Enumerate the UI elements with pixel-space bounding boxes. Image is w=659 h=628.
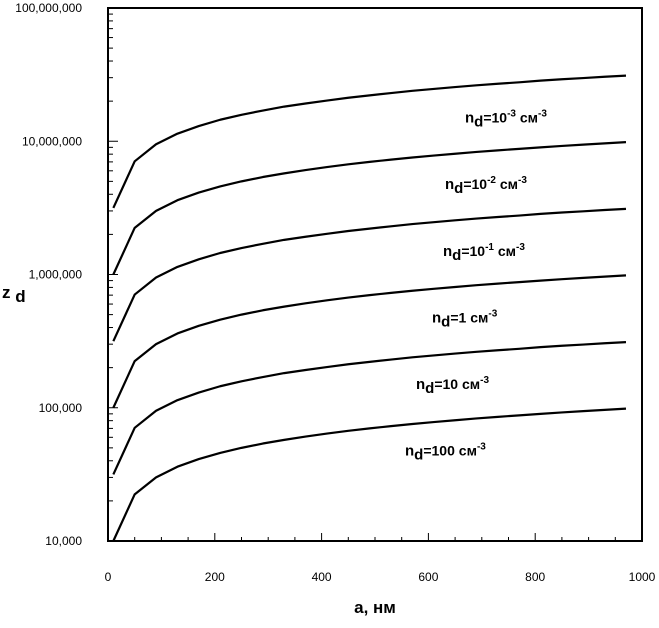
- series-line-1: [112, 74, 627, 209]
- series-line-6: [112, 407, 627, 542]
- series-line-4: [112, 274, 627, 409]
- y-axis-title: z d: [2, 283, 26, 306]
- series-label-1: nd=10-3 см-3: [465, 109, 547, 131]
- series-line-5: [112, 340, 627, 475]
- series-line-2: [112, 141, 627, 275]
- x-tick-label: 1000: [629, 570, 656, 584]
- series-label-3: nd=10-1 см-3: [443, 242, 525, 264]
- y-tick-label: 10,000,000: [22, 134, 82, 148]
- y-tick-label: 100,000,000: [15, 1, 82, 15]
- x-tick-label: 800: [525, 570, 545, 584]
- y-axis-title-main: z: [2, 283, 11, 302]
- x-tick-label: 600: [418, 570, 438, 584]
- x-axis-title: a, нм: [354, 598, 396, 617]
- series-label-5: nd=10 см-3: [416, 375, 489, 397]
- ticks-layer: 0 200 400 600 800 1000 10,000 100,000 1,000,000 1…: [15, 1, 655, 584]
- labels-layer: nd=10-3 см-3 nd=10-2 см-3 nd=10-1 см-3 nd=1…: [405, 109, 547, 464]
- y-tick-label: 10,000: [45, 534, 82, 548]
- series-label-4: nd=1 см-3: [432, 308, 498, 330]
- y-tick-label: 1,000,000: [29, 268, 83, 282]
- x-tick-label: 200: [205, 570, 225, 584]
- x-tick-label: 0: [105, 570, 112, 584]
- series-label-6: nd=100 см-3: [405, 442, 486, 464]
- series-layer: [112, 74, 627, 542]
- series-label-2: nd=10-2 см-3: [445, 175, 527, 197]
- series-line-3: [112, 207, 627, 342]
- plot-frame: [107, 7, 643, 542]
- y-axis-title-sub: d: [15, 287, 25, 306]
- x-tick-label: 400: [312, 570, 332, 584]
- y-tick-label: 100,000: [39, 401, 83, 415]
